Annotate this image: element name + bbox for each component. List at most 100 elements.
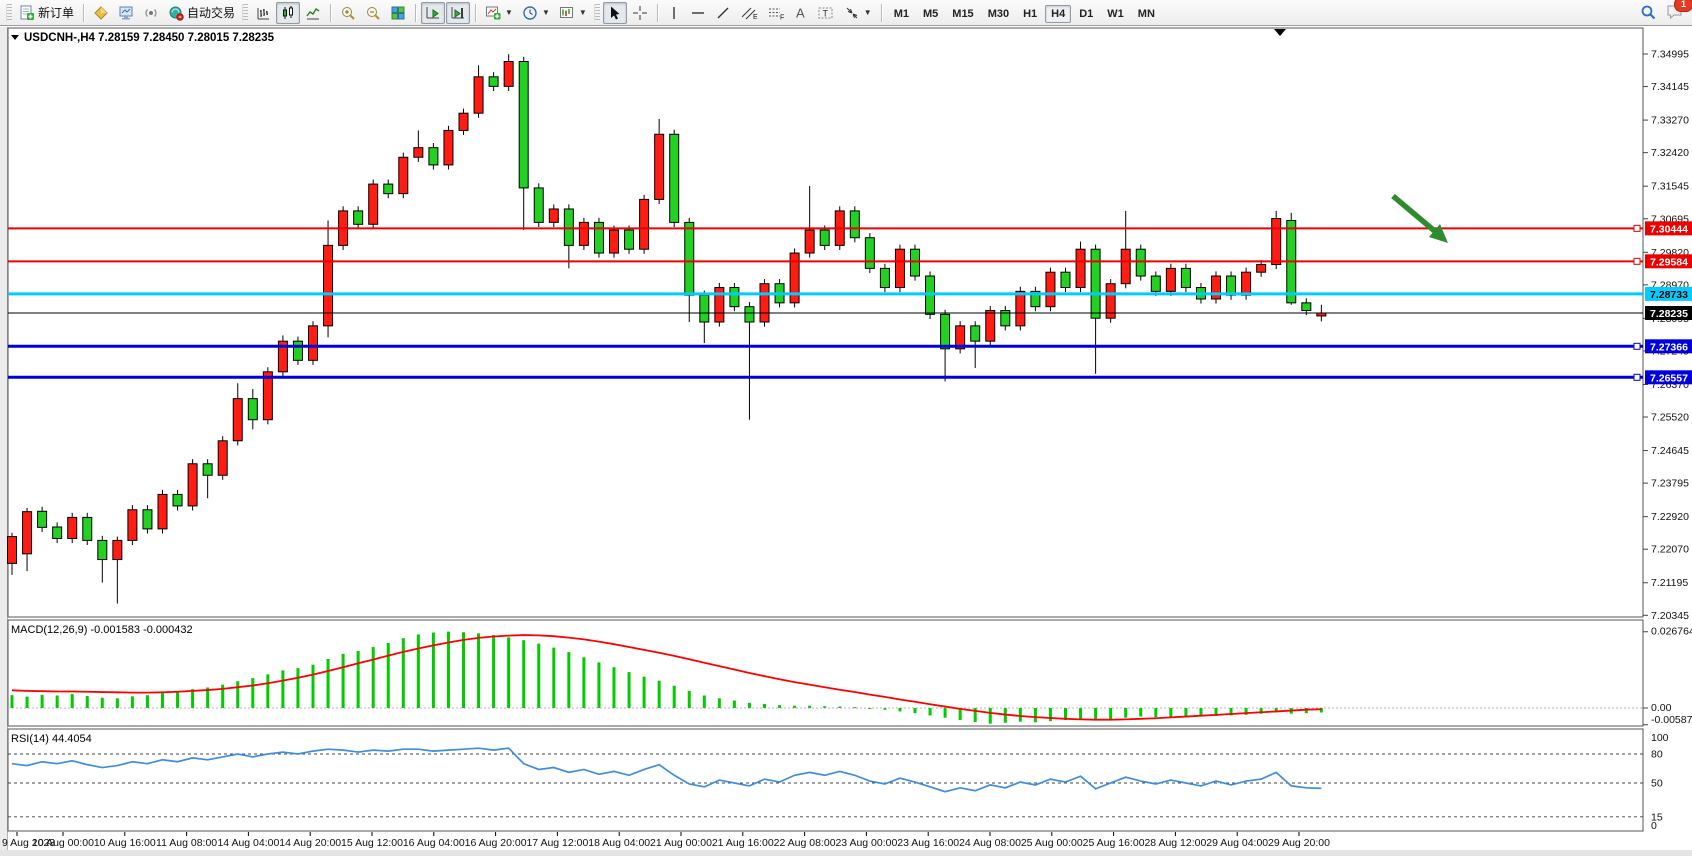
- level-handle[interactable]: [1633, 257, 1641, 265]
- chevron-down-icon: ▼: [863, 8, 872, 17]
- time-axis-label: 17 Aug 12:00: [526, 837, 588, 849]
- timeframe-button-M5[interactable]: M5: [923, 7, 939, 20]
- search-button[interactable]: [1636, 2, 1661, 24]
- vertical-line-button[interactable]: [663, 2, 685, 24]
- macd-histogram-bar: [251, 678, 255, 708]
- candle-body: [744, 306, 755, 323]
- macd-histogram-bar: [1319, 708, 1323, 713]
- profiles-button[interactable]: [89, 2, 113, 24]
- trendline-button[interactable]: [711, 2, 735, 24]
- price-tag: [1645, 286, 1692, 301]
- price-tag-label: 7.30444: [1650, 223, 1688, 235]
- templates-button[interactable]: ▼: [555, 2, 591, 24]
- candle-body: [488, 76, 499, 87]
- timeframe-button-M30[interactable]: M30: [987, 7, 1010, 20]
- separator: [880, 3, 882, 22]
- collapse-triangle-icon[interactable]: [11, 35, 19, 40]
- macd-histogram-bar: [838, 706, 842, 708]
- candle-body: [1105, 283, 1116, 319]
- svg-text:A: A: [796, 5, 805, 20]
- rsi-line: [11, 747, 1322, 793]
- fibonacci-button[interactable]: F: [763, 2, 789, 24]
- macd-histogram-bar: [1109, 708, 1113, 720]
- text-button[interactable]: A: [790, 2, 812, 24]
- market-watch-button[interactable]: [114, 2, 138, 24]
- price-tag-label: 7.29584: [1650, 256, 1688, 268]
- chart-shift-marker[interactable]: [1274, 29, 1286, 36]
- candle-body: [970, 325, 981, 342]
- rsi-pane[interactable]: [7, 728, 1644, 832]
- chart-shift-button[interactable]: [446, 1, 471, 24]
- macd-histogram-bar: [266, 674, 270, 708]
- signals-button[interactable]: [139, 2, 163, 24]
- symbol-ohlc-label: USDCNH-,H4 7.28159 7.28450 7.28015 7.282…: [24, 32, 275, 44]
- line-chart-button[interactable]: [301, 2, 325, 24]
- time-axis-label: 9 Aug 2023: [2, 837, 55, 849]
- crosshair-button[interactable]: [628, 2, 652, 24]
- candle-body: [789, 252, 800, 304]
- macd-histogram-bar: [793, 705, 797, 708]
- trend-arrow-annotation[interactable]: [1391, 193, 1448, 243]
- zoom-in-button[interactable]: [336, 2, 360, 24]
- macd-histogram-bar: [898, 708, 902, 712]
- macd-pane[interactable]: [7, 619, 1644, 727]
- candle-body: [443, 129, 454, 166]
- main-chart-pane[interactable]: [7, 27, 1644, 618]
- autotrading-button[interactable]: 自动交易: [164, 2, 239, 24]
- toolbar-grip: [6, 3, 12, 22]
- macd-histogram-bar: [281, 670, 285, 708]
- macd-histogram-bar: [1064, 708, 1067, 720]
- periods-button[interactable]: ▼: [518, 2, 554, 24]
- candle-body: [1000, 310, 1011, 327]
- candle-body: [1271, 218, 1282, 266]
- candle-body: [699, 294, 710, 323]
- horizontal-line-button[interactable]: [686, 2, 710, 24]
- chart-shift-icon: [451, 6, 465, 18]
- macd-histogram-bar: [913, 708, 917, 714]
- separator: [475, 3, 477, 22]
- indicators-button[interactable]: ▼: [481, 2, 517, 24]
- indicators-icon: [486, 6, 501, 19]
- macd-histogram-bar: [642, 676, 646, 708]
- candle-body: [518, 60, 529, 189]
- channel-button[interactable]: E: [736, 2, 762, 24]
- macd-histogram-bar: [206, 687, 210, 708]
- timeframe-button-D1[interactable]: D1: [1079, 7, 1094, 20]
- text-label-button[interactable]: T: [813, 2, 839, 24]
- candle-body: [157, 493, 168, 530]
- timeframe-button-H4[interactable]: H4: [1045, 4, 1072, 23]
- timeframe-button-M15[interactable]: M15: [952, 7, 974, 20]
- candle-body: [82, 516, 93, 541]
- timeframe-button-H1[interactable]: H1: [1023, 7, 1038, 20]
- macd-histogram-bar: [988, 708, 992, 724]
- zoom-out-button[interactable]: [361, 2, 385, 24]
- bar-chart-button[interactable]: [251, 2, 275, 24]
- auto-scroll-button[interactable]: [421, 1, 446, 24]
- candlestick-chart-button[interactable]: [276, 1, 301, 24]
- tile-windows-button[interactable]: [386, 2, 410, 24]
- tile-windows-icon: [391, 6, 405, 19]
- candle-body: [247, 398, 258, 421]
- price-tag: [1645, 370, 1692, 385]
- clock-icon: [523, 5, 537, 20]
- level-handle[interactable]: [1633, 342, 1641, 350]
- timeframe-button-MN[interactable]: MN: [1137, 7, 1155, 20]
- timeframe-button-M1[interactable]: M1: [893, 7, 909, 20]
- timeframe-button-W1[interactable]: W1: [1107, 7, 1124, 20]
- separator: [415, 3, 417, 22]
- fibonacci-icon: F: [768, 8, 784, 21]
- candle-body: [1015, 290, 1026, 327]
- candle-body: [458, 112, 469, 131]
- macd-histogram-bar: [747, 702, 751, 708]
- candle-body: [323, 244, 334, 327]
- cursor-button[interactable]: [602, 1, 627, 24]
- candle-body: [593, 221, 604, 254]
- level-handle[interactable]: [1633, 224, 1641, 232]
- level-handle[interactable]: [1633, 373, 1641, 381]
- time-axis-label: 24 Aug 08:00: [959, 837, 1021, 849]
- new-order-button[interactable]: 新订单: [15, 2, 78, 24]
- shapes-button[interactable]: ▼: [840, 2, 876, 24]
- macd-histogram-bar: [868, 708, 872, 709]
- candle-body: [368, 183, 379, 225]
